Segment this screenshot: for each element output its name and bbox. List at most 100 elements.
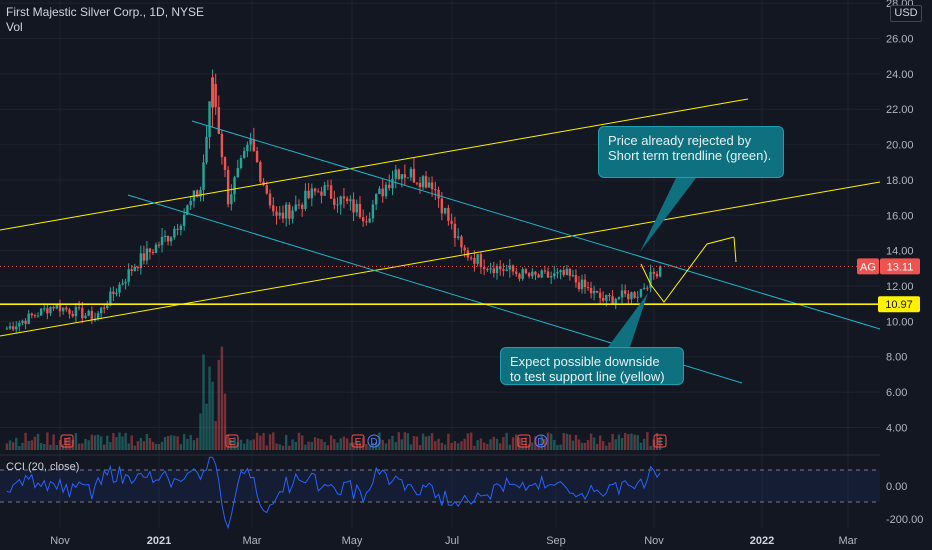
candle-body bbox=[236, 167, 239, 178]
candle-body bbox=[233, 177, 236, 195]
candle-body bbox=[300, 204, 304, 209]
candle-body bbox=[11, 326, 15, 330]
candle-body bbox=[43, 308, 46, 310]
candle-body bbox=[406, 177, 410, 179]
volume-bar bbox=[106, 435, 109, 450]
volume-bar bbox=[473, 445, 476, 450]
candle-body bbox=[345, 198, 349, 202]
volume-bar bbox=[580, 442, 584, 450]
event-marker-label: E bbox=[355, 437, 362, 448]
event-marker: E bbox=[351, 434, 365, 448]
dividend-marker-circle bbox=[534, 434, 548, 448]
candle-body bbox=[505, 269, 508, 271]
candle-body bbox=[580, 279, 584, 290]
bottom-callout[interactable]: Expect possible downside to test support… bbox=[500, 347, 684, 385]
time-tick-label: Jul bbox=[445, 535, 459, 547]
cci-band bbox=[0, 470, 880, 502]
volume-bar bbox=[310, 441, 314, 450]
candle-body bbox=[642, 287, 646, 289]
candle-body bbox=[476, 254, 479, 264]
candle-body bbox=[336, 204, 339, 206]
candle-body bbox=[145, 248, 149, 261]
volume-bar bbox=[378, 432, 381, 450]
candle-body bbox=[288, 204, 291, 219]
volume-bar bbox=[326, 445, 330, 450]
volume-bar bbox=[36, 433, 40, 450]
candle-body bbox=[275, 211, 278, 216]
volume-bar bbox=[486, 443, 489, 450]
volume-bar bbox=[499, 443, 502, 450]
volume-bar bbox=[278, 444, 281, 450]
volume-bar bbox=[456, 443, 460, 450]
volume-bar bbox=[284, 434, 288, 450]
volume-bar bbox=[297, 432, 301, 450]
candle-body bbox=[18, 322, 21, 327]
volume-bar bbox=[81, 443, 84, 450]
candle-body bbox=[214, 83, 217, 108]
candle-body bbox=[55, 304, 58, 309]
candle-body bbox=[543, 270, 547, 272]
volume-bar bbox=[342, 436, 346, 450]
candle-body bbox=[453, 223, 457, 238]
currency-button[interactable]: USD bbox=[890, 5, 922, 22]
candle-body bbox=[96, 313, 100, 319]
volume-bar bbox=[333, 439, 336, 450]
volume-bar bbox=[434, 441, 437, 450]
candle-body bbox=[447, 207, 450, 221]
time-tick-label: Nov bbox=[644, 535, 664, 547]
volume-bar bbox=[214, 421, 217, 450]
volume-bar bbox=[568, 434, 572, 450]
volume-bar bbox=[508, 444, 512, 450]
candle-body bbox=[139, 253, 143, 269]
candle-body bbox=[68, 309, 71, 314]
volume-bar bbox=[288, 445, 291, 450]
volume-bar bbox=[460, 441, 463, 450]
candle-body bbox=[627, 293, 630, 300]
event-marker-label: E bbox=[64, 437, 71, 448]
candle-body bbox=[255, 150, 259, 163]
volume-bar bbox=[540, 435, 543, 450]
candle-body bbox=[521, 269, 524, 279]
volume-bar bbox=[400, 439, 404, 450]
volume-bar bbox=[562, 433, 565, 450]
top-callout[interactable]: Price already rejected by Short term tre… bbox=[598, 126, 784, 178]
candle-body bbox=[574, 275, 578, 283]
candle-body bbox=[118, 284, 121, 293]
candle-body bbox=[304, 190, 307, 209]
candle-body bbox=[589, 287, 593, 294]
volume-bar bbox=[202, 354, 205, 450]
event-marker-label: E bbox=[657, 437, 664, 448]
candle-body bbox=[571, 275, 575, 277]
volume-bar bbox=[427, 435, 431, 450]
candle-body bbox=[39, 308, 43, 316]
candle-body bbox=[310, 188, 314, 199]
price-tick-label: 26.00 bbox=[886, 34, 914, 46]
volume-bar bbox=[33, 436, 37, 450]
volume-bar bbox=[136, 441, 140, 450]
symbol-tag-bg bbox=[857, 258, 879, 275]
volume-bar bbox=[349, 442, 352, 450]
candle-body bbox=[317, 191, 320, 193]
volume-bar bbox=[281, 445, 285, 450]
chart-title: First Majestic Silver Corp., 1D, NYSE bbox=[6, 5, 205, 19]
candle-body bbox=[169, 237, 173, 242]
candle-body bbox=[349, 199, 352, 202]
volume-bar bbox=[440, 442, 444, 450]
volume-bar bbox=[589, 433, 593, 450]
candle-body bbox=[211, 77, 215, 108]
volume-bar bbox=[403, 432, 407, 450]
volume-bar bbox=[205, 403, 208, 450]
volume-bar bbox=[242, 443, 246, 450]
price-tick-label: 6.00 bbox=[886, 387, 907, 399]
candle-body bbox=[418, 183, 422, 188]
volume-bar bbox=[549, 433, 553, 450]
candle-body bbox=[294, 204, 297, 211]
candle-body bbox=[148, 248, 152, 252]
candle-body bbox=[99, 307, 103, 314]
volume-bar bbox=[145, 433, 149, 450]
candle-body bbox=[559, 270, 562, 273]
volume-bar bbox=[121, 436, 124, 450]
candle-body bbox=[106, 305, 109, 309]
dividend-marker-circle bbox=[367, 434, 381, 448]
